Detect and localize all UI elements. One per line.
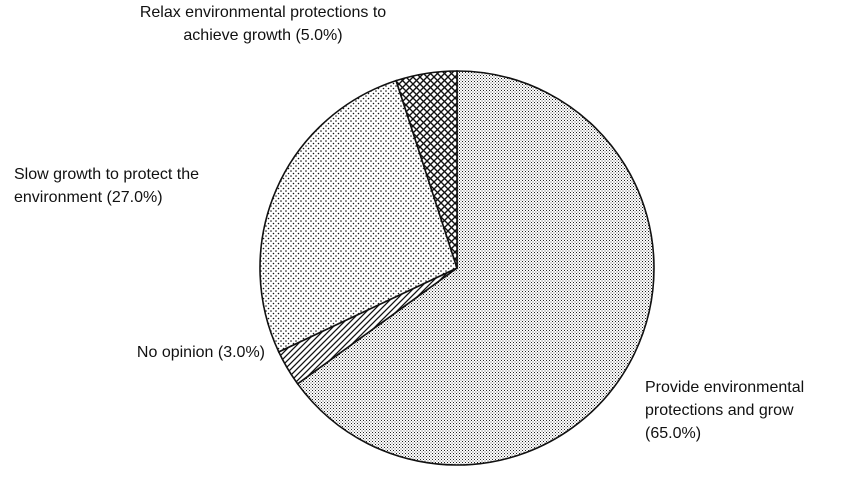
category-label: Provide environmental protections and gr… [645,379,805,419]
pie-slice [259,79,458,353]
category-label: Relax environmental protections to achie… [139,4,387,44]
value-label: (65.0%) [645,425,702,442]
slice-label: Relax environmental protections to achie… [118,1,408,47]
pie-slice [395,70,458,269]
slice-label: Slow growth to protect the environment (… [14,163,214,209]
pie-slice [296,70,655,466]
category-label: Slow growth to protect the environment [14,166,199,206]
value-label: (27.0%) [106,189,163,206]
value-label: (3.0%) [217,344,265,361]
slice-label: No opinion (3.0%) [20,341,265,364]
slice-label: Provide environmental protections and gr… [645,376,845,445]
category-label: No opinion [136,344,214,361]
value-label: (5.0%) [295,27,343,44]
